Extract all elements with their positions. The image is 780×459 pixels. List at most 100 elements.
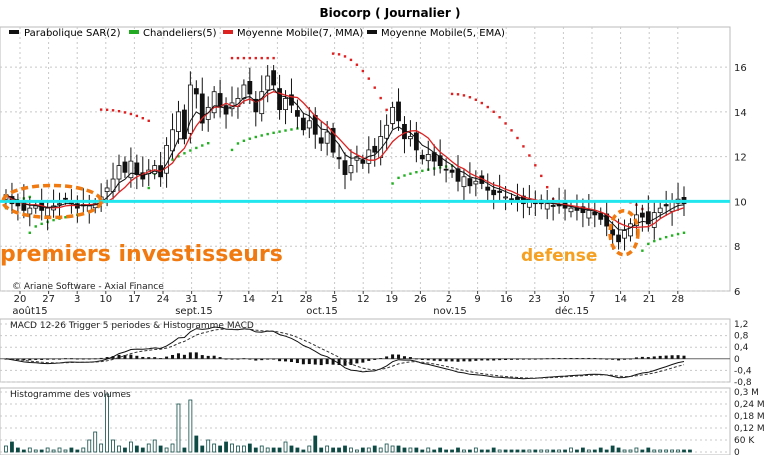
candle-body [384, 124, 390, 139]
macd-ytick-label: 0 [734, 355, 740, 365]
macd-hist-bar [58, 358, 62, 360]
volume-bar [682, 449, 686, 453]
moving-averages [5, 88, 685, 231]
price-ytick-label: 14 [734, 108, 747, 119]
volume-bar [206, 439, 211, 453]
macd-hist-bar [593, 358, 597, 359]
sar-dot [248, 137, 252, 140]
macd-hist-bar [307, 358, 311, 365]
legend-label-mma: Moyenne Mobile(7, MMA) [237, 28, 363, 39]
volume-bar [438, 447, 443, 453]
volume-ytick-label: 0,18 M [734, 412, 765, 422]
macd-hist-bar [450, 358, 454, 362]
sar-dot [272, 131, 275, 135]
volume-ytick-label: 0,3 M [734, 388, 759, 398]
volume-bar [652, 449, 657, 453]
volume-ytick-label: 60 K [734, 436, 755, 446]
volume-bar [622, 449, 627, 453]
candle-body [336, 157, 342, 160]
volume-bar [509, 449, 514, 453]
sar-dot [409, 172, 412, 175]
candle-body [360, 159, 366, 164]
candle-body [217, 93, 223, 108]
candle-body [342, 160, 348, 175]
price-xtick-label: 23 [528, 294, 541, 305]
candle-body [134, 162, 140, 175]
sar-dot [260, 134, 263, 137]
annotation-ellipse-right [608, 209, 640, 257]
candle-body [616, 234, 621, 243]
legend-label-candles: Chandeliers(5) [143, 28, 217, 39]
volume-bar [664, 449, 669, 453]
macd-hist-bar [284, 358, 288, 362]
candle-body [497, 190, 503, 193]
volume-bar [241, 445, 246, 453]
macd-hist-bar [230, 358, 234, 360]
volume-bar [319, 447, 324, 453]
volume-bar [390, 445, 395, 453]
sar-dot [230, 56, 234, 60]
macd-hist-bar [557, 358, 561, 359]
price-xtick-label: 16 [500, 294, 513, 305]
volume-ytick-label: 0,24 M [734, 400, 765, 410]
sar-dot [201, 144, 204, 147]
legend-swatch-candles [129, 30, 139, 34]
volume-bar [134, 445, 139, 453]
candle-body [544, 203, 550, 210]
volume-bar [384, 443, 389, 453]
sar-dot [474, 98, 478, 101]
macd-hist-bar [432, 358, 436, 361]
macd-hist-bar [171, 354, 175, 359]
volume-bar [27, 447, 32, 453]
sar-dot [421, 169, 424, 173]
macd-hist-bar [640, 356, 644, 359]
sar-dot [260, 56, 263, 60]
price-xtick-label: 31 [185, 294, 198, 305]
volume-bar [408, 447, 413, 453]
volume-bar [563, 449, 567, 453]
macd-hist-bar [474, 358, 478, 361]
volume-ytick-label: 0 [734, 448, 740, 455]
macd-hist-bar [153, 357, 157, 359]
volume-bar [271, 447, 276, 453]
candle-body [176, 111, 181, 132]
volume-bar [15, 447, 20, 453]
volume-bar [598, 447, 603, 453]
volume-bar [236, 445, 240, 453]
macd-ytick-label: -0,8 [734, 378, 752, 388]
sar-dot [111, 109, 115, 112]
sar-dot [670, 234, 674, 237]
macd-hist-bar [510, 358, 514, 360]
candle-body [57, 203, 62, 206]
annotation-ellipse-left [1, 183, 103, 220]
volume-bar [343, 445, 347, 453]
volume-bar [33, 449, 38, 453]
volume-bar [325, 445, 330, 453]
volume-panel [0, 387, 731, 456]
macd-hist-bar [319, 358, 323, 366]
macd-hist-bar [159, 358, 163, 359]
legend-swatch-sar [9, 30, 19, 34]
sar-dot [254, 135, 257, 139]
month-label: nov.15 [433, 306, 467, 317]
price-xtick-label: 19 [385, 294, 398, 305]
volume-bar [557, 449, 562, 453]
sar-dot [385, 108, 388, 112]
sar-dot [647, 242, 650, 246]
macd-hist-bar [46, 358, 50, 360]
legend-label-sar: Parabolique SAR(2) [24, 28, 121, 39]
volume-bar [426, 447, 431, 453]
month-label: août15 [12, 305, 47, 317]
sar-dot [147, 119, 150, 123]
sar-dot [337, 53, 341, 56]
volume-bar [259, 445, 264, 453]
volume-bar [354, 449, 359, 453]
macd-hist-bar [670, 355, 674, 359]
volume-bar [688, 449, 692, 453]
price-xtick-label: 26 [414, 294, 427, 305]
macd-hist-bar [664, 355, 668, 359]
macd-hist-bar [355, 358, 359, 364]
candle-body [223, 105, 229, 115]
volume-bar [4, 445, 8, 453]
